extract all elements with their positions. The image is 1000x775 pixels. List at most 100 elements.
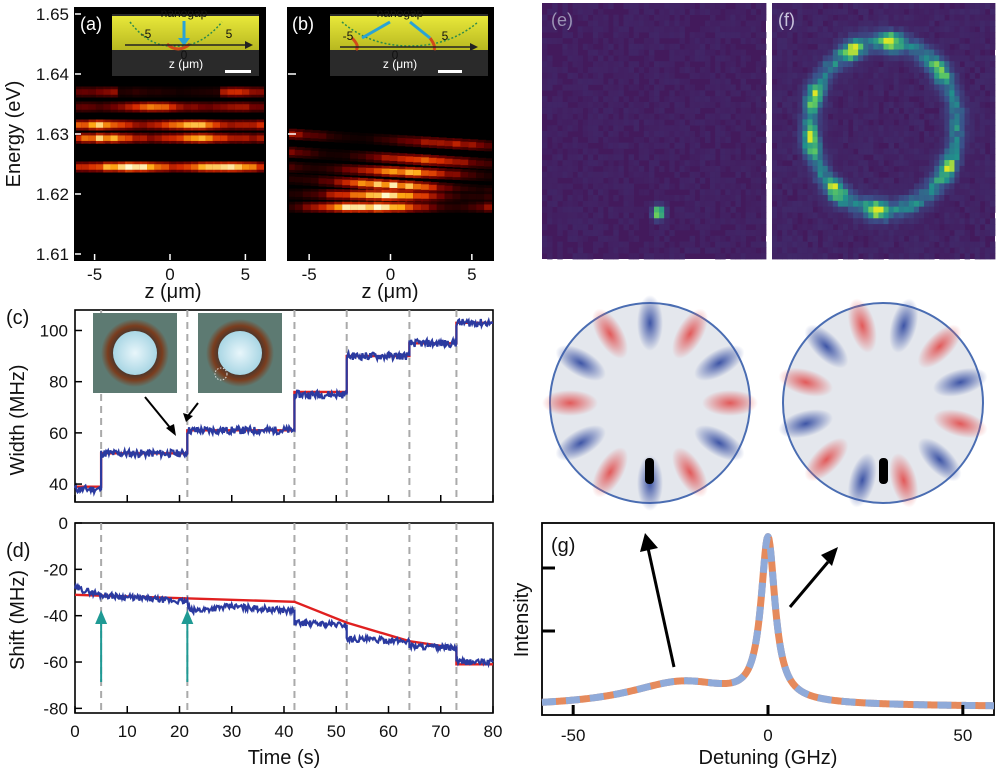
pixel — [613, 125, 619, 132]
pixel — [577, 142, 584, 149]
pixel — [873, 148, 879, 155]
pixel — [582, 183, 589, 190]
pixel — [837, 84, 844, 91]
pixel — [720, 125, 726, 132]
pixel — [837, 32, 844, 39]
pixel — [848, 177, 854, 184]
heatmap-cell — [125, 104, 135, 110]
pixel — [598, 113, 604, 120]
heatmap-cell — [198, 135, 208, 141]
pixel — [567, 119, 573, 126]
pixel — [792, 113, 798, 120]
pixel — [913, 84, 920, 91]
pixel — [944, 241, 950, 248]
pixel — [674, 43, 680, 50]
pixel — [699, 90, 706, 97]
pixel — [760, 177, 767, 184]
pixel — [929, 212, 935, 219]
pixel — [659, 200, 665, 208]
pixel — [878, 154, 884, 161]
pixel — [817, 136, 824, 144]
heatmap-cell — [397, 192, 408, 199]
pixel — [750, 20, 757, 27]
pixel — [704, 61, 711, 68]
pixel — [730, 119, 736, 126]
panel-f-label: (f) — [778, 10, 795, 30]
heatmap-cell — [413, 183, 424, 190]
pixel — [969, 101, 976, 109]
pixel — [817, 142, 824, 149]
pixel — [567, 195, 573, 202]
pixel — [903, 148, 910, 155]
heatmap-cell — [452, 193, 463, 200]
pixel — [735, 113, 741, 120]
pixel — [633, 160, 640, 167]
pixel — [832, 131, 839, 138]
pixel — [853, 14, 859, 21]
pixel — [853, 84, 859, 91]
pixel — [934, 218, 940, 225]
pixel — [969, 32, 976, 39]
pixel — [908, 90, 915, 97]
pixel — [654, 84, 660, 91]
pixel — [623, 224, 629, 231]
pixel — [979, 96, 986, 103]
heatmap-cell — [88, 164, 98, 170]
pixel — [873, 43, 879, 50]
pixel — [822, 200, 829, 208]
pixel — [969, 247, 976, 254]
pixel — [873, 235, 879, 242]
heatmap-cell — [161, 104, 171, 110]
pixel — [908, 26, 915, 33]
pixel — [598, 171, 604, 178]
pixel — [664, 177, 670, 184]
pixel — [934, 37, 940, 45]
pixel — [603, 96, 609, 103]
pixel — [842, 26, 849, 33]
pixel — [893, 3, 900, 10]
pixel — [807, 171, 813, 178]
pixel — [837, 131, 844, 138]
pixel — [745, 218, 752, 225]
pixel — [674, 3, 680, 10]
pixel — [924, 189, 930, 196]
pixel — [582, 148, 589, 155]
pixel — [613, 171, 619, 178]
pixel — [577, 26, 584, 33]
red-lobe — [592, 308, 628, 359]
pixel — [878, 84, 884, 91]
pixel — [974, 125, 981, 132]
pixel — [740, 107, 747, 114]
pixel — [817, 200, 824, 208]
pixel — [760, 43, 767, 50]
pixel — [949, 96, 955, 103]
pixel — [684, 43, 691, 50]
pixel — [898, 183, 905, 190]
pixel — [772, 131, 778, 138]
pixel — [777, 84, 783, 91]
pixel — [772, 253, 778, 260]
pixel — [699, 165, 706, 173]
pixel — [837, 224, 844, 231]
pixel — [848, 218, 854, 225]
pixel — [878, 206, 884, 213]
pixel — [893, 72, 900, 80]
pixel — [878, 183, 884, 190]
pixel — [572, 253, 579, 260]
pixel — [633, 49, 640, 56]
x-tick-label: 40 — [275, 722, 294, 741]
pixel — [689, 72, 696, 80]
y-tick-label: 80 — [49, 373, 68, 392]
pixel — [787, 148, 793, 155]
pixel — [868, 247, 874, 254]
pixel — [822, 212, 829, 219]
inset-a-axis-label: z (μm) — [169, 57, 203, 71]
pixel — [827, 206, 834, 213]
pixel — [797, 26, 803, 33]
pixel — [969, 212, 976, 219]
pixel — [898, 14, 905, 21]
pixel — [792, 67, 798, 74]
pixel — [643, 14, 650, 21]
heatmap-cell — [95, 135, 106, 141]
pixel — [974, 212, 981, 219]
